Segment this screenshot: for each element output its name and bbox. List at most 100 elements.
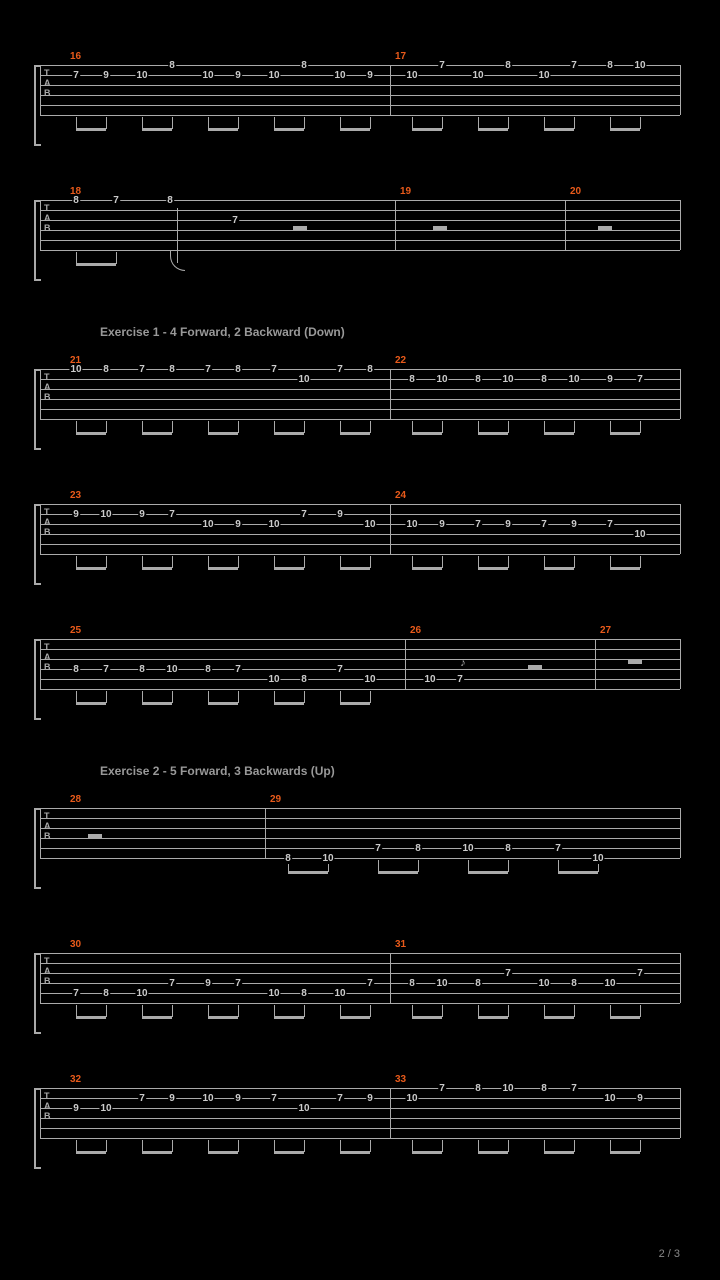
- stem: [640, 117, 641, 129]
- stem: [238, 1005, 239, 1017]
- staff-line: [40, 649, 680, 650]
- fret-number: 10: [99, 1103, 112, 1114]
- stem: [274, 691, 275, 703]
- tab-system: TAB282981078108710: [40, 798, 680, 893]
- beam: [76, 1016, 106, 1019]
- stem: [640, 1140, 641, 1152]
- barline: [390, 369, 391, 419]
- stem: [508, 421, 509, 433]
- fret-number: 8: [474, 374, 482, 385]
- fret-number: 10: [201, 1093, 214, 1104]
- stem: [106, 421, 107, 433]
- fret-number: 7: [300, 509, 308, 520]
- fret-number: 7: [438, 1083, 446, 1094]
- stem: [304, 691, 305, 703]
- fret-number: 7: [234, 978, 242, 989]
- stem: [106, 1005, 107, 1017]
- barline: [40, 639, 41, 689]
- fret-number: 8: [168, 364, 176, 375]
- stem: [208, 1005, 209, 1017]
- stem: [508, 860, 509, 872]
- fret-number: 10: [321, 853, 334, 864]
- stem: [340, 117, 341, 129]
- measure-number: 23: [70, 490, 81, 501]
- fret-number: 9: [234, 1093, 242, 1104]
- staff-line: [40, 808, 680, 809]
- staff-line: [40, 95, 680, 96]
- beam: [76, 128, 106, 131]
- fret-number: 10: [363, 674, 376, 685]
- fret-number: 8: [366, 364, 374, 375]
- fret-number: 10: [165, 664, 178, 675]
- stem: [142, 691, 143, 703]
- fret-number: 10: [267, 519, 280, 530]
- fret-number: 10: [537, 978, 550, 989]
- stem: [116, 252, 117, 264]
- tab-system: TAB212210878787107881081081097: [40, 359, 680, 444]
- stem: [208, 691, 209, 703]
- fret-number: 8: [72, 195, 80, 206]
- fret-number: 8: [72, 664, 80, 675]
- stem: [142, 117, 143, 129]
- staff-line: [40, 240, 680, 241]
- stem: [412, 117, 413, 129]
- fret-number: 8: [606, 60, 614, 71]
- stem: [442, 421, 443, 433]
- stem: [274, 1005, 275, 1017]
- stem: [378, 860, 379, 872]
- fret-number: 10: [633, 529, 646, 540]
- tab-system: TAB2526278781087108710107♪: [40, 629, 680, 714]
- stem: [304, 117, 305, 129]
- stem: [640, 421, 641, 433]
- fret-number: 10: [201, 70, 214, 81]
- beam: [610, 567, 640, 570]
- barline: [390, 65, 391, 115]
- fret-number: 7: [554, 843, 562, 854]
- barline: [265, 808, 266, 858]
- fret-number: 8: [570, 978, 578, 989]
- barline: [395, 200, 396, 250]
- stem: [177, 208, 178, 263]
- barline: [40, 1088, 41, 1138]
- staff-line: [40, 983, 680, 984]
- fret-number: 10: [297, 374, 310, 385]
- fret-number: 8: [408, 374, 416, 385]
- fret-number: 10: [333, 70, 346, 81]
- barline: [680, 953, 681, 1003]
- stem: [442, 117, 443, 129]
- stem: [304, 1005, 305, 1017]
- stem: [370, 421, 371, 433]
- fret-number: 9: [204, 978, 212, 989]
- stem: [640, 1005, 641, 1017]
- fret-number: 10: [501, 374, 514, 385]
- fret-number: 9: [504, 519, 512, 530]
- fret-number: 10: [297, 1103, 310, 1114]
- stem: [142, 421, 143, 433]
- beam: [412, 1016, 442, 1019]
- stem: [508, 556, 509, 568]
- fret-number: 10: [435, 978, 448, 989]
- rest: [598, 226, 612, 230]
- beam: [208, 128, 238, 131]
- fret-number: 8: [284, 853, 292, 864]
- staff-line: [40, 534, 680, 535]
- stem: [274, 556, 275, 568]
- fret-number: 7: [636, 968, 644, 979]
- staff-line: [40, 379, 680, 380]
- measure-number: 28: [70, 794, 81, 805]
- beam: [610, 432, 640, 435]
- stem: [304, 556, 305, 568]
- fret-number: 7: [366, 978, 374, 989]
- rest: [433, 226, 447, 230]
- staff-line: [40, 419, 680, 420]
- stem: [370, 556, 371, 568]
- stem: [478, 117, 479, 129]
- barline: [390, 953, 391, 1003]
- fret-number: 8: [540, 374, 548, 385]
- fret-number: 10: [591, 853, 604, 864]
- barline: [680, 1088, 681, 1138]
- rest: [528, 665, 542, 669]
- fret-number: 7: [72, 988, 80, 999]
- staff-line: [40, 1128, 680, 1129]
- beam: [412, 1151, 442, 1154]
